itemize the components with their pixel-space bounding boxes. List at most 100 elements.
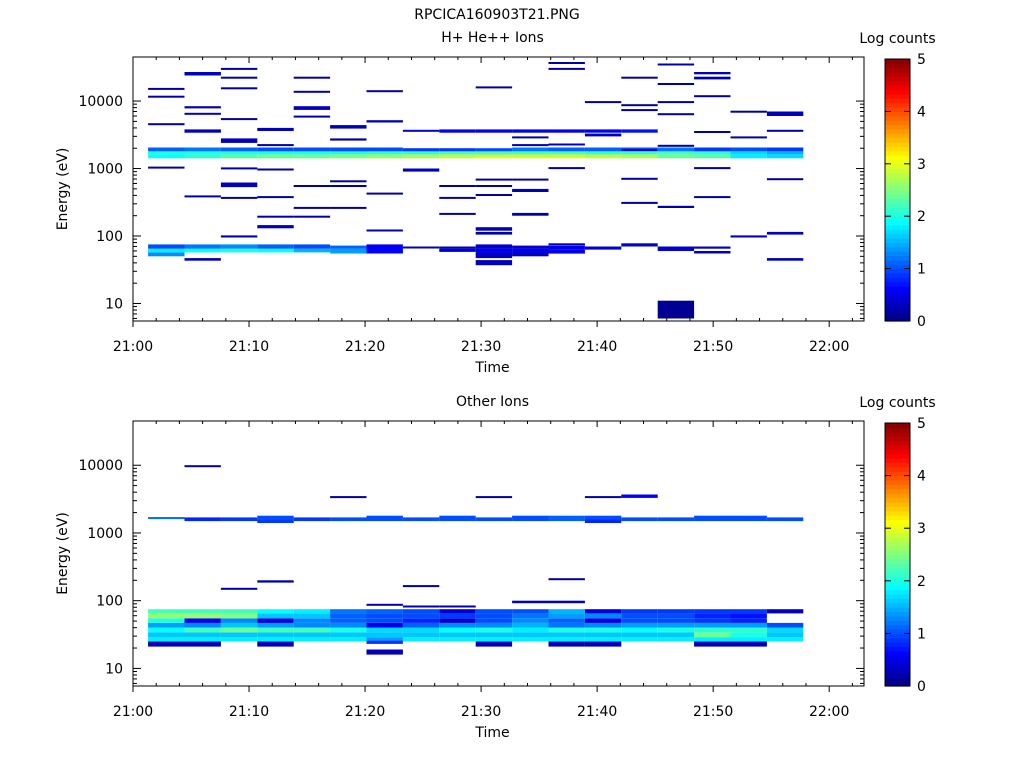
heatmap-cell: [475, 244, 513, 249]
colorbar-band: [885, 431, 910, 437]
chart-title: H+ He++ Ions: [441, 30, 544, 46]
colorbar-band: [885, 554, 910, 560]
heatmap-cell: [730, 151, 767, 155]
colorbar-band: [885, 198, 910, 204]
heatmap-cell: [621, 201, 658, 204]
colorbar-tick-label: 5: [917, 416, 926, 432]
heatmap-cell: [148, 613, 185, 619]
heatmap-cell: [402, 609, 440, 614]
heatmap-cell: [730, 515, 767, 522]
heatmap-cell: [548, 62, 585, 64]
heatmap-cell: [730, 622, 767, 628]
heatmap-cell: [548, 637, 585, 642]
heatmap-cell: [584, 519, 622, 523]
heatmap-cell: [657, 627, 695, 633]
heatmap-cell: [584, 101, 622, 104]
colorbar-band: [885, 615, 910, 621]
y-tick-label: 100: [96, 594, 123, 610]
colorbar-band: [885, 190, 910, 195]
heatmap-cell: [512, 245, 549, 249]
colorbar-band: [885, 607, 910, 613]
heatmap-cell: [293, 613, 331, 619]
x-tick-label: 22:00: [809, 339, 849, 355]
heatmap-cell: [512, 600, 549, 604]
heatmap-cell: [148, 637, 185, 642]
heatmap-cell: [512, 212, 549, 216]
heatmap-cell: [730, 613, 767, 619]
heatmap-cell: [512, 632, 549, 638]
heatmap-cell: [548, 618, 585, 623]
heatmap-cell: [548, 600, 585, 604]
heatmap-cell: [220, 627, 258, 633]
colorbar-band: [885, 312, 910, 318]
colorbar-band: [885, 242, 910, 248]
heatmap-cell: [657, 618, 695, 623]
heatmap-cell: [475, 253, 513, 259]
heatmap-cell: [439, 129, 476, 133]
x-axis-label: Time: [474, 725, 509, 741]
heatmap-cell: [402, 154, 440, 159]
heatmap-cell: [730, 641, 767, 647]
heatmap-cell: [220, 154, 258, 159]
heatmap-cell: [621, 243, 658, 247]
colorbar-band: [885, 111, 910, 117]
heatmap-cell: [366, 151, 403, 155]
heatmap-cell: [475, 185, 513, 187]
heatmap-cell: [730, 235, 767, 238]
heatmap-cell: [512, 129, 549, 133]
colorbar-band: [885, 563, 910, 569]
heatmap-cell: [621, 517, 658, 522]
heatmap-cell: [330, 622, 367, 628]
heatmap-cell: [694, 131, 731, 133]
heatmap-cell: [475, 129, 513, 133]
heatmap-cell: [657, 246, 695, 251]
heatmap-cell: [402, 129, 440, 132]
colorbar-band: [885, 453, 910, 459]
heatmap-cell: [293, 154, 331, 159]
heatmap-cell: [402, 627, 440, 633]
heatmap-cell: [694, 609, 731, 614]
heatmap-cell: [257, 154, 294, 159]
colorbar-tick-label: 2: [917, 209, 926, 225]
heatmap-cell: [366, 154, 403, 159]
heatmap-cell: [621, 622, 658, 628]
heatmap-cell: [330, 185, 367, 187]
heatmap-cell: [657, 637, 695, 642]
colorbar-band: [885, 488, 910, 494]
heatmap-cell: [548, 632, 585, 638]
x-tick-label: 22:00: [809, 704, 849, 720]
colorbar-band: [885, 637, 910, 643]
heatmap-cell: [730, 637, 767, 642]
colorbar-band: [885, 677, 910, 683]
heatmap-cell: [366, 603, 403, 606]
heatmap-cell: [548, 151, 585, 155]
heatmap-cell: [657, 613, 695, 619]
heatmap-cell: [439, 185, 476, 187]
heatmap-cell: [548, 147, 585, 152]
heatmap-cell: [293, 618, 331, 623]
x-axis-label: Time: [474, 360, 509, 376]
colorbar-band: [885, 629, 910, 634]
heatmap-cell: [148, 147, 185, 152]
x-tick-label: 21:40: [577, 704, 617, 720]
heatmap-cell: [548, 515, 585, 522]
colorbar-band: [885, 220, 910, 226]
heatmap-cell: [257, 622, 294, 628]
colorbar-band: [885, 67, 910, 73]
heatmap-cell: [621, 632, 658, 638]
heatmap-cell: [184, 154, 221, 159]
colorbar-band: [885, 203, 910, 209]
heatmap-cell: [293, 106, 331, 110]
heatmap-cell: [475, 496, 513, 499]
heatmap-cell: [293, 147, 331, 152]
heatmap-cell: [766, 632, 804, 638]
heatmap-cell: [584, 496, 622, 499]
heatmap-cell: [475, 194, 513, 196]
heatmap-cell: [330, 613, 367, 619]
heatmap-cell: [475, 609, 513, 614]
heatmap-cell: [220, 632, 258, 638]
heatmap-cell: [293, 632, 331, 638]
heatmap-cell: [475, 632, 513, 638]
colorbar-band: [885, 98, 910, 104]
heatmap-cell: [475, 613, 513, 619]
